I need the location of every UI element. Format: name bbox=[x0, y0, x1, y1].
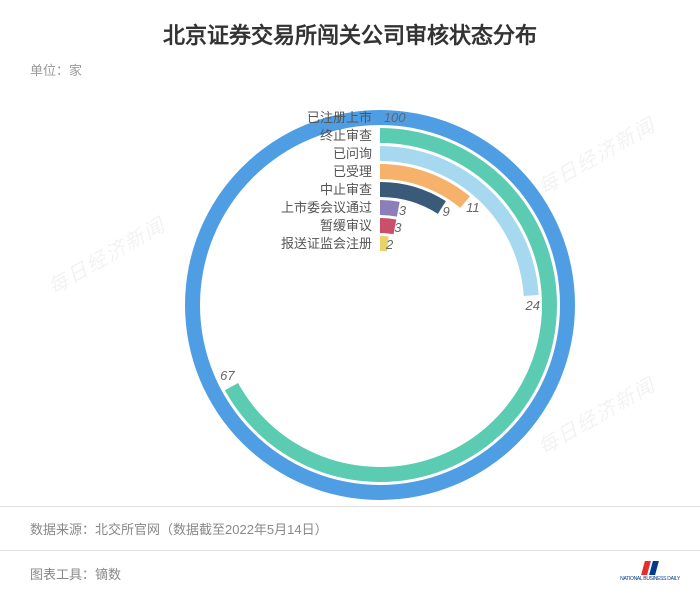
legend-row-0: 已注册上市 bbox=[0, 109, 372, 127]
legend-row-5: 上市委会议通过 bbox=[0, 199, 372, 217]
data-source: 数据来源：北交所官网（数据截至2022年5月14日） bbox=[0, 506, 700, 550]
legend-row-7: 报送证监会注册 bbox=[0, 235, 372, 253]
radial-chart: 已注册上市终止审查已问询已受理中止审查上市委会议通过暂缓审议报送证监会注册 10… bbox=[0, 80, 700, 500]
value-label-3: 11 bbox=[466, 200, 480, 215]
tool-line: 图表工具：镝数 NATIONAL BUSINESS DAILY bbox=[0, 550, 700, 595]
value-label-4: 9 bbox=[443, 204, 450, 219]
legend-row-3: 已受理 bbox=[0, 163, 372, 181]
value-label-2: 24 bbox=[525, 298, 539, 313]
legend-row-6: 暂缓审议 bbox=[0, 217, 372, 235]
chart-title: 北京证券交易所闯关公司审核状态分布 bbox=[0, 0, 700, 50]
logo-text: NATIONAL BUSINESS DAILY bbox=[620, 576, 680, 582]
value-label-6: 3 bbox=[394, 220, 401, 235]
value-label-5: 3 bbox=[399, 203, 406, 218]
legend-row-1: 终止审查 bbox=[0, 127, 372, 145]
legend-row-4: 中止审查 bbox=[0, 181, 372, 199]
unit-label: 单位：家 bbox=[0, 50, 700, 79]
value-label-7: 2 bbox=[386, 237, 393, 252]
logo-slash-blue bbox=[649, 561, 659, 575]
footer: 数据来源：北交所官网（数据截至2022年5月14日） 图表工具：镝数 NATIO… bbox=[0, 506, 700, 595]
legend: 已注册上市终止审查已问询已受理中止审查上市委会议通过暂缓审议报送证监会注册 bbox=[0, 109, 372, 253]
chart-container: 北京证券交易所闯关公司审核状态分布 单位：家 已注册上市终止审查已问询已受理中止… bbox=[0, 0, 700, 595]
value-label-0: 100 bbox=[384, 110, 406, 125]
legend-row-2: 已问询 bbox=[0, 145, 372, 163]
chart-tool: 图表工具：镝数 bbox=[30, 564, 121, 583]
ring-5 bbox=[380, 200, 400, 217]
publisher-logo: NATIONAL BUSINESS DAILY bbox=[630, 561, 670, 585]
value-label-1: 67 bbox=[220, 368, 234, 383]
